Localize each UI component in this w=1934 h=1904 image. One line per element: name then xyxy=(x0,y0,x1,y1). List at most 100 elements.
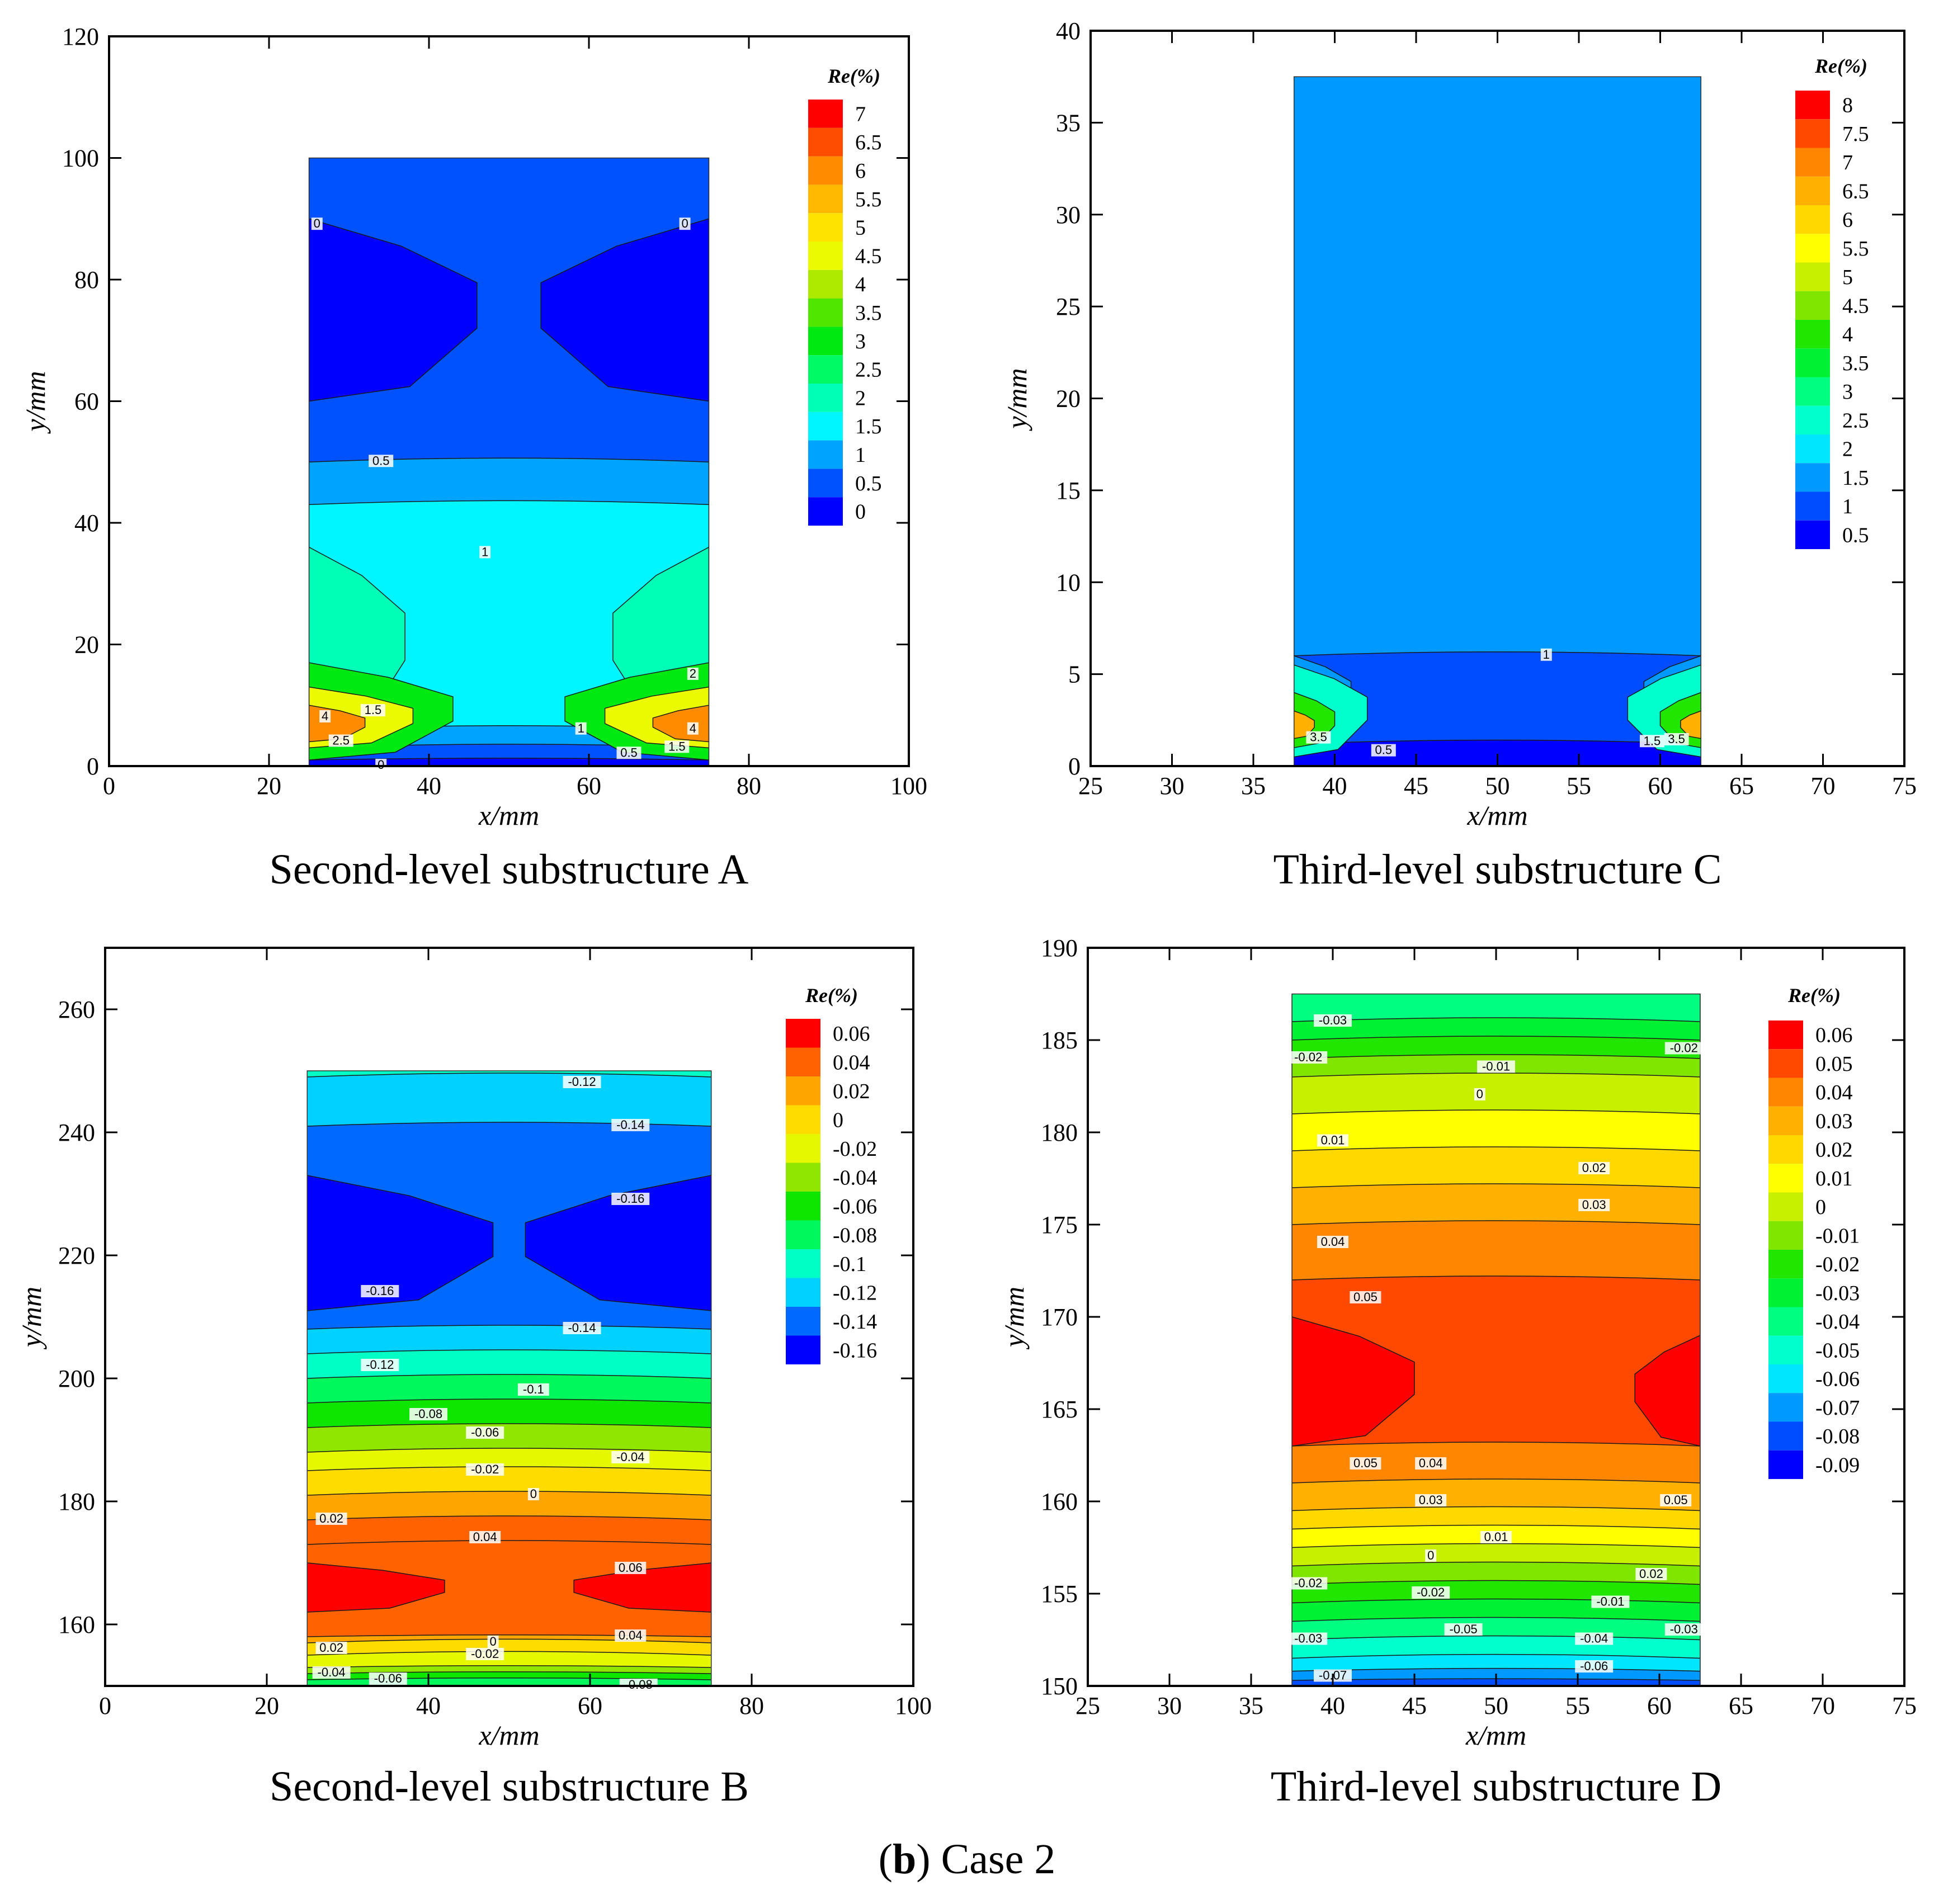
y-tick-label-B-4: 240 xyxy=(58,1119,95,1146)
y-tick-label-B-2: 200 xyxy=(58,1365,95,1392)
contour-label-bg-D-11 xyxy=(1415,1457,1447,1470)
x-tick-label-D-9: 70 xyxy=(1810,1692,1835,1719)
legend-swatch-C-8 xyxy=(1795,320,1830,349)
y-tick-label-C-3: 15 xyxy=(1056,477,1081,504)
legend-swatch-D-11 xyxy=(1768,1335,1803,1364)
contour-label-bg-B-11 xyxy=(527,1488,539,1500)
x-tick-label-B-5: 100 xyxy=(895,1692,932,1719)
panel-C: 10.51.5 3.53.525 30 35 40 45 50 55 60 65 70 7505101… xyxy=(1001,17,1917,893)
contour-band-D-14 xyxy=(1292,1543,1700,1568)
contour-label-D-14: 0.01 xyxy=(1484,1530,1508,1544)
x-tick-label-D-5: 50 xyxy=(1484,1692,1508,1719)
legend-label-A-13: 0.5 xyxy=(855,472,882,495)
contour-lobe-C-7 xyxy=(1680,710,1701,739)
legend-swatch-C-1 xyxy=(1795,119,1830,148)
contour-label-bg-D-22 xyxy=(1664,1623,1703,1636)
x-tick-label-B-4: 80 xyxy=(739,1692,764,1719)
contour-label-B-21: -0.08 xyxy=(625,1678,653,1692)
contour-band-A-2 xyxy=(309,500,709,731)
legend-swatch-A-6 xyxy=(808,270,843,299)
legend-label-D-1: 0.05 xyxy=(1815,1052,1853,1076)
legend-label-A-11: 1.5 xyxy=(855,415,882,438)
legend-label-A-1: 6.5 xyxy=(855,131,882,154)
contour-label-bg-A-6 xyxy=(319,710,331,722)
contour-label-D-19: -0.01 xyxy=(1596,1595,1624,1609)
contour-label-C-0: 1 xyxy=(1543,648,1550,662)
legend-label-A-9: 2.5 xyxy=(855,358,882,382)
legend-label-C-9: 3.5 xyxy=(1842,352,1869,375)
panel-D: -0.03 -0.02 -0.02 -0.01 0 0.01 0.02 0.03 0.04 0.0… xyxy=(998,934,1917,1810)
legend-swatch-C-4 xyxy=(1795,205,1830,234)
x-tick-label-C-6: 55 xyxy=(1567,772,1591,800)
contour-band-B-15 xyxy=(307,1651,711,1669)
contour-label-bg-D-0 xyxy=(1314,1014,1352,1027)
y-axis-title-D: y/mm xyxy=(998,1287,1030,1350)
contour-label-B-14: 0.06 xyxy=(619,1561,643,1575)
legend-swatch-C-0 xyxy=(1795,91,1830,120)
contour-label-D-12: 0.05 xyxy=(1664,1493,1688,1507)
contour-band-B-10 xyxy=(307,1491,711,1522)
x-tick-label-D-4: 45 xyxy=(1402,1692,1427,1719)
contour-label-D-2: -0.02 xyxy=(1670,1041,1698,1055)
contour-label-B-9: -0.04 xyxy=(616,1450,644,1464)
legend-swatch-C-14 xyxy=(1795,492,1830,521)
caption-letter: b xyxy=(893,1836,916,1883)
contour-field-C xyxy=(1294,77,1701,766)
x-tick-label-D-6: 55 xyxy=(1565,1692,1590,1719)
contour-label-B-16: 0 xyxy=(489,1634,496,1648)
contour-band-D-15 xyxy=(1292,1561,1700,1586)
legend-swatch-A-14 xyxy=(808,497,843,526)
legend-label-A-12: 1 xyxy=(855,443,866,467)
y-tick-label-A-3: 60 xyxy=(74,388,99,415)
contour-label-bg-C-3 xyxy=(1664,733,1689,745)
y-tick-label-D-3: 165 xyxy=(1041,1396,1078,1423)
contour-label-bg-A-3 xyxy=(479,546,491,559)
contour-label-bg-A-4 xyxy=(687,667,699,680)
contour-label-B-15: 0.04 xyxy=(619,1628,643,1642)
contour-lobe-A-0 xyxy=(309,218,478,402)
x-tick-label-D-10: 75 xyxy=(1892,1692,1917,1719)
contour-label-bg-D-8 xyxy=(1317,1236,1348,1248)
contour-label-bg-B-13 xyxy=(469,1531,501,1543)
x-tick-label-B-0: 0 xyxy=(99,1692,111,1719)
contour-label-A-8: 1 xyxy=(578,721,584,735)
legend-swatch-D-1 xyxy=(1768,1049,1803,1078)
legend-label-C-12: 2 xyxy=(1842,438,1853,461)
legend-label-A-8: 3 xyxy=(855,330,866,353)
contour-label-D-16: 0.02 xyxy=(1639,1567,1663,1581)
legend-swatch-B-4 xyxy=(786,1134,820,1163)
legend-label-D-8: -0.02 xyxy=(1815,1253,1860,1277)
contour-band-D-10 xyxy=(1292,1442,1700,1485)
legend-swatch-B-1 xyxy=(786,1047,820,1076)
x-axis-title-B: x/mm xyxy=(478,1719,539,1751)
x-tick-label-A-4: 80 xyxy=(737,772,761,800)
contour-label-A-1: 0 xyxy=(681,216,688,230)
legend-label-C-6: 5 xyxy=(1842,266,1853,289)
contour-label-D-10: 0.05 xyxy=(1353,1456,1378,1470)
legend-label-B-10: -0.14 xyxy=(833,1310,877,1334)
legend-swatch-C-15 xyxy=(1795,520,1830,549)
legend-swatch-D-7 xyxy=(1768,1221,1803,1250)
y-tick-label-B-1: 180 xyxy=(58,1488,95,1515)
contour-label-bg-A-5 xyxy=(360,704,385,717)
legend-label-C-3: 6.5 xyxy=(1842,179,1869,203)
contour-band-B-1 xyxy=(307,1073,711,1128)
legend-title-A: Re(%) xyxy=(827,65,880,87)
contour-label-bg-B-20 xyxy=(369,1673,407,1685)
y-tick-label-C-7: 35 xyxy=(1056,109,1081,136)
contour-label-C-4: 3.5 xyxy=(1310,730,1327,744)
contour-lobe-B-2 xyxy=(307,1562,445,1613)
contour-band-D-4 xyxy=(1292,1073,1700,1116)
x-tick-label-C-5: 50 xyxy=(1485,772,1510,800)
contour-label-bg-D-12 xyxy=(1660,1494,1692,1506)
x-tick-label-C-10: 75 xyxy=(1892,772,1917,800)
contour-label-bg-B-17 xyxy=(315,1642,347,1654)
legend-swatch-C-5 xyxy=(1795,234,1830,263)
contour-label-bg-B-7 xyxy=(409,1408,447,1420)
x-tick-label-C-1: 30 xyxy=(1160,772,1185,800)
contour-band-D-12 xyxy=(1292,1506,1700,1531)
panel-title-C: Third-level substructure C xyxy=(1273,846,1721,893)
legend-label-C-14: 1 xyxy=(1842,495,1853,518)
legend-label-D-5: 0.01 xyxy=(1815,1167,1853,1190)
